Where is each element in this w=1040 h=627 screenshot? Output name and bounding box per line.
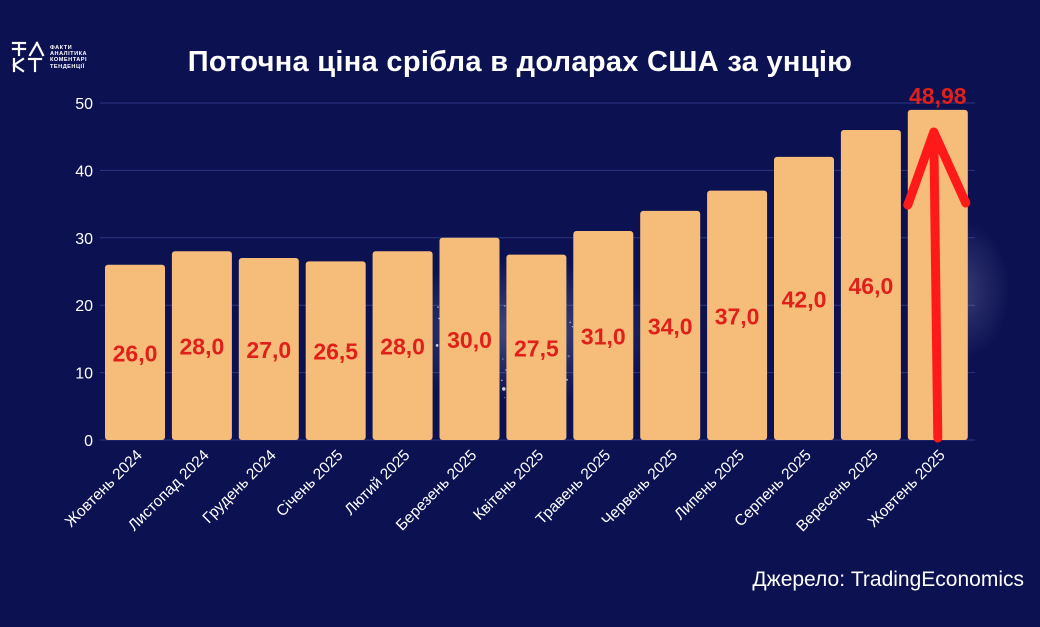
bar xyxy=(774,156,834,441)
logo-line: КОМЕНТАРІ xyxy=(50,57,88,64)
sparkle-dot xyxy=(504,397,506,399)
logo-line: ФАКТИ xyxy=(50,45,73,51)
logo-line: АНАЛІТИКА xyxy=(50,51,88,58)
y-tick-label: 20 xyxy=(75,298,93,315)
data-label: 34,0 xyxy=(648,313,693,339)
bar xyxy=(506,254,567,440)
data-label: 27,5 xyxy=(514,335,559,361)
bar xyxy=(105,264,165,440)
bar xyxy=(171,251,232,440)
value-labels: 26,0 28,0 27,0 26,5 28,0 30,0 27,5 31,0 34,0 37,0… xyxy=(113,83,967,367)
arrow-head xyxy=(903,127,971,210)
sparkle-dot xyxy=(437,306,439,308)
y-tick-label: 0 xyxy=(84,433,93,450)
logo-line: ТЕНДЕНЦІЇ xyxy=(50,63,85,70)
bars xyxy=(105,109,968,441)
sparkle-dot xyxy=(435,344,439,347)
bar xyxy=(640,210,701,440)
sparkle-dot xyxy=(504,369,507,371)
sparkle-dot xyxy=(501,379,503,382)
data-label: 48,98 xyxy=(909,83,967,109)
data-label: 28,0 xyxy=(380,334,425,360)
data-label: 46,0 xyxy=(849,273,894,299)
x-tick-label: Січень 2025 xyxy=(273,447,346,520)
data-label: 26,0 xyxy=(113,340,158,366)
sparkle-dot xyxy=(566,378,568,381)
sparkle-dot xyxy=(502,387,506,391)
data-label: 27,0 xyxy=(246,337,291,363)
y-tick-label: 50 xyxy=(75,96,93,113)
arrow-shaft xyxy=(929,130,943,443)
data-label: 42,0 xyxy=(782,286,827,312)
chart-title: Поточна ціна срібла в доларах США за унц… xyxy=(187,46,853,78)
sparkle-dot xyxy=(569,321,572,324)
logo: ФАКТИ АНАЛІТИКА КОМЕНТАРІ ТЕНДЕНЦІЇ xyxy=(10,40,120,74)
source-note: Джерело: TradingEconomics xyxy=(752,568,1024,591)
data-label: 30,0 xyxy=(447,327,492,353)
y-tick-label: 10 xyxy=(75,366,93,383)
bar xyxy=(573,231,634,440)
x-tick-label: Лютий 2025 xyxy=(342,447,414,519)
data-label: 37,0 xyxy=(715,303,760,329)
data-label: 28,0 xyxy=(180,334,225,360)
bar xyxy=(238,258,299,440)
logo-text: ФАКТИ АНАЛІТИКА КОМЕНТАРІ ТЕНДЕНЦІЇ xyxy=(50,45,87,70)
sparkle-dot xyxy=(504,305,506,307)
data-label: 26,5 xyxy=(313,339,358,365)
sparkle-dot xyxy=(571,326,574,328)
bar xyxy=(372,251,433,440)
bar xyxy=(439,237,500,440)
bar xyxy=(305,261,366,440)
bar xyxy=(707,190,768,440)
data-label: 31,0 xyxy=(581,324,626,350)
y-tick-label: 40 xyxy=(75,163,93,180)
sparkle-dot xyxy=(567,355,570,358)
logo-mark-icon xyxy=(11,41,45,73)
bar xyxy=(840,129,901,440)
sparkle-dot xyxy=(438,317,440,320)
arrow-annotation xyxy=(903,127,971,443)
sparkle-dot xyxy=(502,358,504,360)
y-tick-label: 30 xyxy=(75,231,93,248)
